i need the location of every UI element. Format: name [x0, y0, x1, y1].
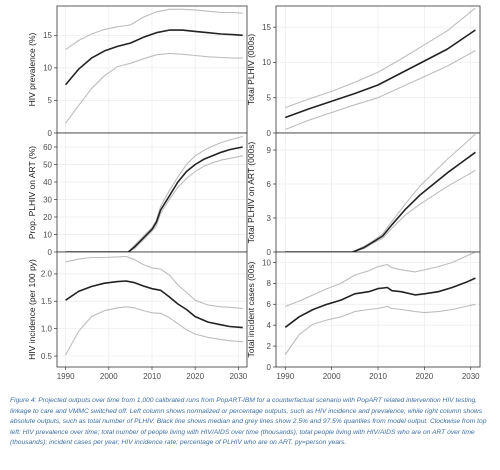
x-tick-label: 2010 — [143, 372, 161, 381]
y-tick-label: 20 — [43, 213, 52, 222]
upper-quantile-line — [285, 251, 476, 307]
y-tick-label: 50 — [43, 160, 52, 169]
chart-panel-2: 0 5 10 15 Total PLHIV (000s) — [246, 5, 481, 138]
median-line — [65, 146, 243, 253]
y-axis-title: Prop. PLHIV on ART (%) — [27, 146, 37, 239]
x-tick-label: 2000 — [100, 372, 118, 381]
x-tick-label: 2020 — [186, 372, 204, 381]
median-line — [284, 277, 476, 328]
y-tick-label: 60 — [43, 143, 52, 152]
lower-quantile-line — [284, 303, 476, 355]
lower-quantile-line — [285, 50, 476, 131]
upper-quantile-line — [65, 135, 243, 253]
y-tick-label: 1.5 — [41, 297, 53, 306]
y-tick-label: 6 — [267, 300, 272, 309]
y-tick-label: 0 — [267, 248, 272, 257]
y-tick-label: 3 — [267, 214, 272, 223]
y-tick-label: 4 — [267, 321, 272, 330]
lower-quantile-line — [65, 306, 243, 356]
y-tick-label: 0.5 — [41, 352, 53, 361]
y-tick-label: 1.0 — [41, 324, 53, 333]
x-tick-label: 1990 — [276, 372, 294, 381]
median-line — [65, 280, 243, 329]
upper-quantile-line — [65, 255, 243, 309]
x-tick-label: 2030 — [229, 372, 247, 381]
figure-caption: Figure 4: Projected outputs over time fr… — [10, 397, 487, 447]
x-tick-label: 1990 — [57, 372, 75, 381]
figure-panels: 0 5 10 15 HIV prevalence (%) 0 5 10 15 Total PLHI… — [27, 5, 481, 381]
y-tick-label: 30 — [43, 195, 52, 204]
panel-frame — [56, 251, 248, 368]
median-line — [285, 29, 476, 119]
y-tick-label: 2 — [267, 342, 272, 351]
y-tick-label: 8 — [267, 279, 272, 288]
upper-quantile-line — [65, 8, 243, 51]
y-tick-label: 0 — [48, 248, 53, 257]
y-tick-label: 40 — [43, 178, 52, 187]
lower-quantile-line — [65, 52, 243, 124]
y-tick-label: 0 — [267, 363, 272, 372]
y-tick-label: 0 — [48, 129, 53, 138]
y-tick-label: 6 — [267, 180, 272, 189]
y-tick-label: 15 — [43, 31, 52, 40]
y-tick-label: 10 — [43, 230, 52, 239]
y-tick-label: 10 — [43, 64, 52, 73]
chart-panel-6: 0 2 4 6 8 10 1990 2000 2010 2020 2030 Total inciden… — [246, 251, 481, 381]
chart-panel-3: 0 10 20 30 40 50 60 Prop. PLHIV on ART (%) — [27, 132, 248, 257]
y-tick-label: 2.0 — [41, 270, 53, 279]
panel-frame — [275, 251, 481, 368]
y-tick-label: 10 — [262, 58, 271, 67]
y-axis-title: HIV incidence (per 100 py) — [27, 259, 37, 360]
y-tick-label: 5 — [267, 94, 272, 103]
chart-panel-1: 0 5 10 15 HIV prevalence (%) — [27, 5, 248, 138]
chart-panel-5: 0.5 1.0 1.5 2.0 1990 2000 2010 2020 2030 HIV inci… — [27, 251, 248, 381]
upper-quantile-line — [285, 7, 476, 109]
y-tick-label: 0 — [267, 129, 272, 138]
x-tick-label: 2010 — [369, 372, 387, 381]
y-tick-label: 10 — [262, 258, 271, 267]
y-tick-label: 9 — [267, 146, 272, 155]
x-tick-label: 2020 — [415, 372, 433, 381]
lower-quantile-line — [65, 155, 243, 253]
x-tick-label: 2000 — [323, 372, 341, 381]
median-line — [64, 29, 243, 86]
y-axis-title: Total PLHIV on ART (000s) — [246, 141, 256, 243]
y-axis-title: HIV prevalence (%) — [27, 32, 37, 106]
chart-panel-4: 0 3 6 9 Total PLHIV on ART (000s) — [246, 132, 481, 257]
y-axis-title: Total incident cases (00s) — [246, 261, 256, 357]
y-tick-label: 15 — [262, 23, 271, 32]
x-tick-label: 2030 — [462, 372, 480, 381]
y-axis-title: Total PLHIV (000s) — [246, 34, 256, 106]
y-tick-label: 5 — [48, 96, 53, 105]
